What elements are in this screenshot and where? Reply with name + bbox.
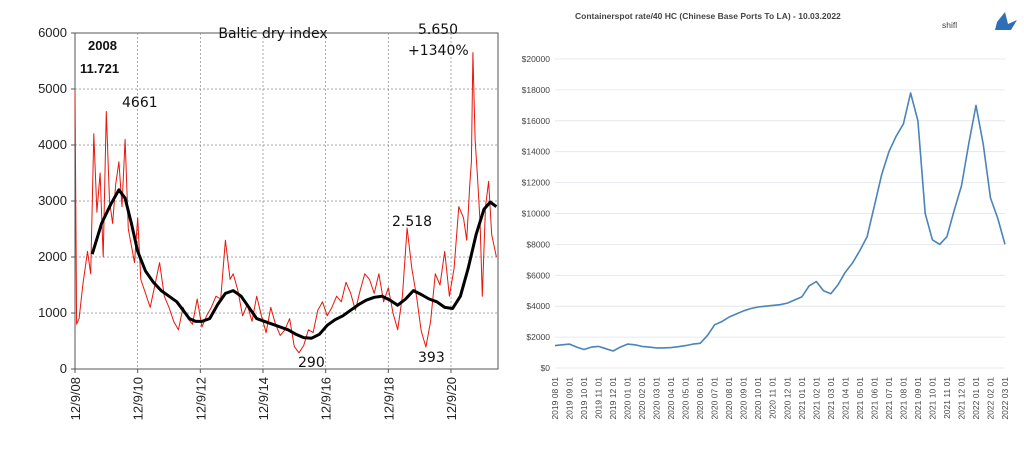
bdi-annotation-a2008: 2008: [88, 38, 117, 53]
csr-y-tick-label: $18000: [522, 85, 551, 95]
bdi-x-tick-label: 12/9/08: [68, 377, 83, 420]
csr-brand-logo: shifl: [942, 20, 957, 30]
csr-y-tick-label: $0: [541, 363, 551, 373]
csr-y-tick-label: $2000: [526, 332, 550, 342]
bdi-daily-line: [74, 52, 497, 354]
csr-x-tick-label: 2020 05 01: [681, 377, 691, 420]
bdi-y-tick-label: 4000: [38, 137, 67, 152]
csr-x-tick-label: 2020 07 01: [710, 377, 720, 420]
csr-x-tick-label: 2020 10 01: [753, 377, 763, 420]
csr-x-tick-label: 2021 08 01: [898, 377, 908, 420]
bdi-title: Baltic dry index: [218, 26, 327, 42]
bdi-y-tick-label: 6000: [38, 25, 67, 40]
csr-x-tick-label: 2021 10 01: [927, 377, 937, 420]
csr-title: Containerspot rate/40 HC (Chinese Base P…: [575, 11, 841, 21]
csr-x-tick-label: 2020 08 01: [724, 377, 734, 420]
bdi-y-tick-label: 5000: [38, 81, 67, 96]
csr-x-tick-label: 2022 02 01: [985, 377, 995, 420]
container-spot-rate-chart: Containerspot rate/40 HC (Chinese Base P…: [505, 0, 1024, 456]
csr-y-tick-label: $12000: [522, 178, 551, 188]
bdi-annotation-a4661: 4661: [122, 95, 158, 111]
csr-x-tick-label: 2019 11 01: [594, 377, 604, 419]
csr-x-tick-label: 2020 12 01: [782, 377, 792, 420]
csr-y-tick-label: $16000: [522, 116, 551, 126]
csr-x-tick-label: 2020 01 01: [623, 377, 633, 420]
bdi-annotation-a290: 290: [298, 355, 325, 371]
csr-x-tick-label: 2019 08 01: [550, 377, 560, 420]
csr-x-tick-label: 2020 02 01: [637, 377, 647, 420]
bdi-annotation-a393: 393: [418, 350, 445, 366]
csr-x-tick-label: 2021 01 01: [797, 377, 807, 420]
csr-y-tick-label: $6000: [526, 270, 550, 280]
bdi-annotation-a2518: 2.518: [392, 214, 432, 230]
csr-x-tick-label: 2019 10 01: [579, 377, 589, 420]
csr-x-tick-label: 2021 07 01: [884, 377, 894, 420]
bdi-y-tick-label: 2000: [38, 249, 67, 264]
bdi-y-tick-label: 3000: [38, 193, 67, 208]
csr-rate-line: [554, 92, 1006, 352]
bdi-x-tick-label: 12/9/14: [256, 377, 271, 420]
bdi-plot-frame: [74, 32, 499, 370]
bdi-annotation-a5650: 5.650: [418, 22, 458, 38]
csr-y-tick-label: $20000: [522, 54, 551, 64]
bdi-y-tick-label: 0: [60, 361, 67, 376]
csr-x-tick-label: 2021 06 01: [869, 377, 879, 420]
bdi-y-tick-label: 1000: [38, 305, 67, 320]
bdi-x-tick-label: 12/9/10: [131, 377, 146, 420]
bdi-x-tick-label: 12/9/20: [444, 377, 459, 420]
csr-x-tick-label: 2020 06 01: [695, 377, 705, 420]
csr-x-tick-label: 2022 01 01: [971, 377, 981, 420]
csr-x-tick-label: 2021 12 01: [956, 377, 966, 420]
csr-x-tick-label: 2019 09 01: [565, 377, 575, 420]
csr-x-tick-label: 2021 04 01: [840, 377, 850, 420]
bdi-x-tick-label: 12/9/12: [193, 377, 208, 420]
csr-y-tick-label: $10000: [522, 209, 551, 219]
csr-x-tick-label: 2021 11 01: [942, 377, 952, 419]
csr-y-tick-label: $8000: [526, 239, 550, 249]
bdi-annotation-a1340: +1340%: [408, 43, 469, 59]
csr-x-tick-label: 2021 02 01: [811, 377, 821, 420]
csr-x-tick-label: 2021 05 01: [855, 377, 865, 420]
bdi-x-tick-label: 12/9/18: [381, 377, 396, 420]
csr-x-tick-label: 2019 12 01: [608, 377, 618, 420]
bdi-x-tick-label: 12/9/16: [319, 377, 334, 420]
csr-x-tick-label: 2020 03 01: [652, 377, 662, 420]
csr-x-tick-label: 2021 03 01: [826, 377, 836, 420]
csr-y-tick-label: $4000: [526, 301, 550, 311]
csr-x-tick-label: 2021 09 01: [913, 377, 923, 420]
csr-x-tick-label: 2022 03 01: [1000, 377, 1010, 420]
bdi-average-line: [90, 188, 498, 340]
csr-x-tick-label: 2020 04 01: [666, 377, 676, 420]
baltic-dry-index-chart: 0 1000 2000 3000 4000 5000 6000 12/9/08 12/9/10 1…: [0, 0, 505, 456]
bdi-svg: 0 1000 2000 3000 4000 5000 6000 12/9/08 12/9/10 1…: [38, 22, 499, 420]
csr-svg: Containerspot rate/40 HC (Chinese Base P…: [522, 11, 1017, 420]
csr-y-tick-label: $14000: [522, 147, 551, 157]
csr-x-tick-label: 2020 09 01: [739, 377, 749, 420]
csr-x-tick-label: 2020 11 01: [768, 377, 778, 419]
shifl-logo-icon: [995, 12, 1017, 30]
bdi-annotation-a11721: 11.721: [80, 61, 119, 76]
